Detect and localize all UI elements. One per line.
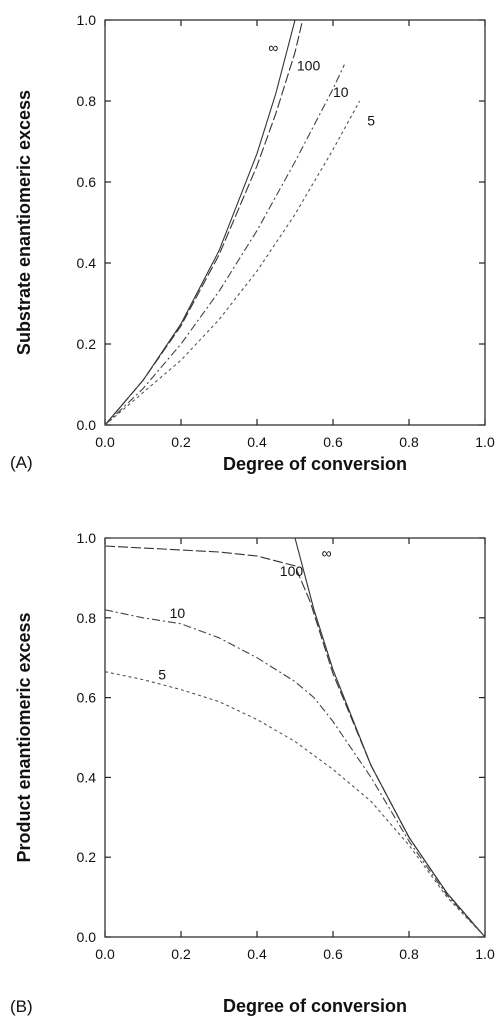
x-tick-label: 0.8 [399,946,419,962]
curve-label: ∞ [268,39,278,55]
x-axis-label: Degree of conversion [223,454,407,474]
x-tick-label: 1.0 [475,434,495,450]
x-tick-label: 0.4 [247,946,267,962]
y-tick-label: 0.2 [77,849,97,865]
series-line-100 [104,19,304,426]
y-tick-label: 0.6 [77,690,97,706]
x-tick-label: 0.6 [323,434,343,450]
y-tick-label: 1.0 [77,530,97,546]
chart-panel-a: 0.0 0.2 0.4 0.6 0.8 1.0 0.0 0.2 0.4 0.6 0.8 1.0 ∞ 100… [10,12,495,474]
x-tick-label: 0.6 [323,946,343,962]
panel-label: (B) [10,997,33,1016]
chart-panel-b: 0.0 0.2 0.4 0.6 0.8 1.0 0.0 0.2 0.4 0.6 0.8 1.0 ∞ 100… [10,530,495,1016]
curve-label: 5 [367,112,375,128]
x-tick-label: 0.0 [95,946,115,962]
curve-label: 100 [297,58,321,74]
series-line-10 [104,64,345,426]
series-line-5 [104,100,361,426]
x-tick-label: 0.2 [171,946,191,962]
curve-label: 100 [280,563,304,579]
y-tick-label: 0.0 [77,417,97,433]
y-tick-label: 0.2 [77,336,97,352]
y-tick-label: 0.8 [77,610,97,626]
series-line-10 [104,609,486,938]
curve-label: 10 [170,605,186,621]
y-tick-label: 0.0 [77,929,97,945]
x-tick-label: 0.0 [95,434,115,450]
x-tick-label: 0.8 [399,434,419,450]
series-line-infinity [105,537,486,938]
x-tick-label: 1.0 [475,946,495,962]
y-axis-label: Product enantiomeric excess [14,612,34,862]
y-axis-label: Substrate enantiomeric excess [14,90,34,355]
curve-label: ∞ [322,545,332,561]
series-line-infinity [104,19,296,426]
y-tick-label: 0.6 [77,174,97,190]
y-tick-label: 0.4 [77,255,97,271]
plot-frame [104,537,486,938]
panel-label: (A) [10,453,33,472]
x-tick-label: 0.2 [171,434,191,450]
series-line-5 [104,671,486,938]
y-tick-label: 0.4 [77,769,97,785]
plot-frame [104,19,486,426]
x-tick-label: 0.4 [247,434,267,450]
curve-label: 5 [158,667,166,683]
series-line-100 [104,545,486,938]
y-tick-label: 0.8 [77,93,97,109]
y-tick-label: 1.0 [77,12,97,28]
x-axis-label: Degree of conversion [223,996,407,1016]
curve-label: 10 [333,84,349,100]
